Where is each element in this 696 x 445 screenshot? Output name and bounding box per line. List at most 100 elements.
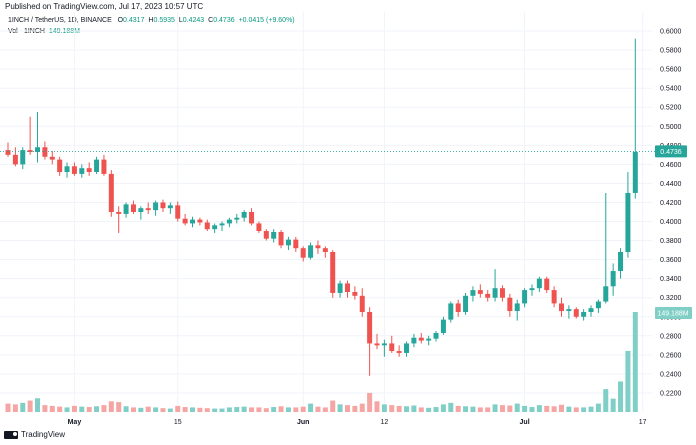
candle-body bbox=[241, 212, 247, 218]
tradingview-logo: TradingView bbox=[4, 430, 65, 439]
high-label: H bbox=[148, 17, 154, 24]
candle-body bbox=[49, 156, 55, 160]
candle-body bbox=[573, 309, 579, 317]
tradingview-brand: TradingView bbox=[21, 430, 66, 439]
volume-bar bbox=[337, 404, 343, 412]
time-tick-label: Jun bbox=[297, 419, 309, 426]
candle-body bbox=[175, 205, 181, 219]
volume-bar bbox=[212, 408, 218, 412]
candle-body bbox=[263, 231, 269, 239]
candle-body bbox=[581, 312, 587, 317]
candle-body bbox=[315, 245, 321, 249]
volume-bar bbox=[160, 408, 166, 412]
volume-bar bbox=[138, 407, 144, 412]
volume-bar bbox=[463, 406, 469, 412]
price-tick-label: 0.5200 bbox=[660, 105, 682, 112]
candle-body bbox=[344, 283, 350, 292]
price-tick-label: 0.4600 bbox=[660, 162, 682, 169]
time-axis[interactable]: May15Jun12Jul17Aug14Sep11 bbox=[68, 419, 696, 426]
volume-bar bbox=[20, 402, 26, 412]
candle-body bbox=[426, 338, 432, 341]
volume-bar bbox=[315, 406, 321, 412]
candle-body bbox=[212, 225, 218, 230]
candle-body bbox=[367, 312, 373, 344]
volume-bar bbox=[581, 407, 587, 412]
volume-bars bbox=[5, 312, 638, 412]
candle-body bbox=[337, 283, 343, 293]
candle-body bbox=[544, 278, 550, 291]
candle-body bbox=[322, 248, 328, 252]
volume-bar bbox=[507, 405, 513, 412]
candle-body bbox=[448, 303, 454, 320]
volume-bar bbox=[448, 402, 454, 412]
candle-body bbox=[603, 286, 609, 302]
candle-body bbox=[499, 288, 505, 298]
price-tick-label: 0.2200 bbox=[660, 390, 682, 397]
candle-body bbox=[522, 290, 528, 304]
candle-body bbox=[293, 239, 299, 249]
candle-body bbox=[249, 212, 255, 224]
candle-body bbox=[536, 278, 542, 289]
volume-bar bbox=[271, 407, 277, 412]
candle-body bbox=[86, 168, 92, 172]
candle-body bbox=[101, 159, 107, 174]
volume-bar bbox=[285, 407, 291, 412]
price-tick-label: 0.3200 bbox=[660, 295, 682, 302]
candle-body bbox=[470, 290, 476, 296]
candle-body bbox=[94, 159, 100, 172]
open-label: O bbox=[117, 17, 124, 24]
price-tick-label: 0.5400 bbox=[660, 86, 682, 93]
low-label: L bbox=[178, 17, 183, 24]
candle-body bbox=[219, 223, 225, 226]
volume-bar bbox=[300, 406, 306, 412]
candle-body bbox=[514, 303, 520, 312]
volume-bar bbox=[566, 406, 572, 412]
candle-body bbox=[116, 212, 122, 214]
candle-body bbox=[389, 343, 395, 352]
time-tick-label: Jul bbox=[520, 419, 530, 426]
candle-body bbox=[551, 290, 557, 304]
symbol-name[interactable]: 1INCH / TetherUS, 1D, BINANCE bbox=[8, 17, 112, 24]
volume-bar bbox=[94, 406, 100, 412]
candle-body bbox=[256, 223, 262, 232]
volume-bar bbox=[108, 401, 114, 412]
candle-body bbox=[57, 159, 63, 172]
candle-body bbox=[485, 293, 491, 298]
grid-lines bbox=[0, 12, 652, 412]
volume-bar bbox=[49, 405, 55, 412]
volume-bar bbox=[455, 405, 461, 412]
volume-bar bbox=[610, 398, 616, 412]
volume-bar bbox=[175, 405, 181, 412]
candle-body bbox=[167, 205, 173, 209]
volume-bar bbox=[573, 407, 579, 412]
candlesticks bbox=[5, 38, 638, 376]
volume-bar bbox=[241, 406, 247, 412]
volume-bar bbox=[618, 381, 624, 412]
price-axis-background[interactable] bbox=[655, 10, 696, 428]
candle-body bbox=[455, 303, 461, 312]
volume-bar bbox=[485, 407, 491, 412]
volume-bar bbox=[263, 408, 269, 412]
volume-bar bbox=[359, 403, 365, 412]
candle-body bbox=[610, 271, 616, 287]
volume-bar bbox=[145, 406, 151, 412]
volume-bar bbox=[256, 407, 262, 412]
candle-body bbox=[153, 202, 159, 211]
price-tick-label: 0.4000 bbox=[660, 219, 682, 226]
volume-bar bbox=[79, 406, 85, 412]
candle-body bbox=[300, 248, 306, 258]
volume-bar bbox=[116, 402, 122, 412]
price-axis[interactable]: 0.60000.58000.56000.54000.52000.50000.48… bbox=[660, 29, 682, 398]
volume-bar bbox=[418, 407, 424, 412]
candle-body bbox=[79, 168, 85, 174]
candle-body bbox=[433, 332, 439, 339]
candle-body bbox=[226, 219, 232, 224]
candle-body bbox=[130, 204, 136, 212]
candle-body bbox=[285, 239, 291, 246]
volume-bar bbox=[167, 408, 173, 412]
volume-bar bbox=[278, 406, 284, 412]
volume-bar bbox=[12, 404, 18, 412]
low-value: 0.4243 bbox=[182, 17, 205, 24]
volume-bar bbox=[492, 404, 498, 412]
